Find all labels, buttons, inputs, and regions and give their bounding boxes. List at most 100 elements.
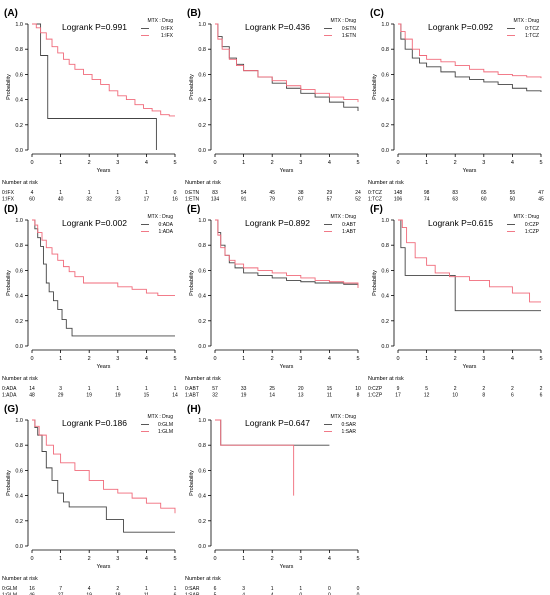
panel-label: (F) — [370, 204, 383, 215]
y-tick-label: 0.4 — [15, 494, 23, 500]
x-tick-label: 0 — [213, 356, 216, 362]
y-axis-label: Probability — [189, 74, 195, 100]
y-tick-label: 0.2 — [198, 319, 206, 325]
risk-table-title: Number at risk — [185, 376, 221, 382]
x-tick-label: 3 — [482, 160, 485, 166]
risk-table-title: Number at risk — [368, 376, 404, 382]
risk-value: 10 — [355, 386, 361, 392]
y-axis-label: Probability — [6, 470, 12, 496]
x-tick-label: 5 — [356, 160, 359, 166]
risk-value: 6 — [174, 593, 177, 595]
risk-value: 148 — [394, 190, 403, 196]
legend-entry: 1:IFX — [161, 33, 174, 39]
x-axis-label: Years — [463, 168, 477, 174]
y-tick-label: 0.6 — [198, 268, 206, 274]
y-tick-label: 0.6 — [381, 72, 389, 78]
chart-title: Logrank P=0.892 — [245, 218, 310, 228]
y-tick-label: 0.8 — [15, 243, 23, 249]
risk-value: 25 — [269, 386, 275, 392]
y-tick-label: 0.6 — [198, 468, 206, 474]
legend-title: MTX : Drug — [330, 414, 356, 420]
y-tick-label: 0.2 — [15, 123, 23, 129]
risk-value: 57 — [327, 197, 333, 203]
y-tick-label: 0.4 — [381, 98, 389, 104]
y-tick-label: 0.0 — [15, 544, 23, 550]
risk-value: 91 — [241, 197, 247, 203]
risk-value: 9 — [397, 386, 400, 392]
risk-value: 32 — [86, 197, 92, 203]
km-curve-0-etn — [215, 23, 359, 111]
x-tick-label: 2 — [271, 556, 274, 562]
risk-value: 79 — [269, 197, 275, 203]
y-tick-label: 0.8 — [15, 443, 23, 449]
km-curve-1-sar — [215, 419, 295, 496]
y-tick-label: 1.0 — [381, 22, 389, 28]
risk-value: 1 — [59, 190, 62, 196]
x-axis-label: Years — [97, 364, 111, 370]
chart-title: Logrank P=0.615 — [428, 218, 493, 228]
legend-entry: 1:ADA — [159, 229, 174, 235]
risk-value: 1 — [88, 386, 91, 392]
y-axis-label: Probability — [372, 74, 378, 100]
legend-entry: 1:ABT — [342, 229, 356, 235]
risk-value: 74 — [424, 197, 430, 203]
x-tick-label: 1 — [242, 556, 245, 562]
risk-value: 29 — [58, 393, 64, 399]
y-tick-label: 0.2 — [15, 519, 23, 525]
x-tick-label: 2 — [88, 356, 91, 362]
risk-value: 13 — [298, 393, 304, 399]
risk-table-title: Number at risk — [368, 180, 404, 186]
risk-value: 3 — [59, 386, 62, 392]
risk-value: 1 — [174, 586, 177, 592]
risk-value: 83 — [452, 190, 458, 196]
y-axis-label: Probability — [6, 270, 12, 296]
risk-value: 1 — [145, 586, 148, 592]
y-tick-label: 0.8 — [198, 443, 206, 449]
x-tick-label: 3 — [116, 160, 119, 166]
y-tick-label: 0.2 — [15, 319, 23, 325]
km-curve-1-etn — [215, 23, 359, 103]
km-curve-1-abt — [215, 219, 359, 289]
risk-value: 2 — [454, 386, 457, 392]
panel-label: (E) — [187, 204, 200, 215]
x-tick-label: 2 — [454, 160, 457, 166]
y-tick-label: 0.0 — [198, 544, 206, 550]
y-tick-label: 1.0 — [198, 418, 206, 424]
legend-title: MTX : Drug — [147, 214, 173, 220]
risk-table-title: Number at risk — [2, 576, 38, 582]
risk-value: 1 — [145, 190, 148, 196]
km-panel-8: (H)0.00.20.40.60.81.00 1 2 3 4 5YearsProbabil… — [185, 404, 360, 595]
risk-row-label: 0:ADA — [2, 386, 17, 392]
y-tick-label: 0.6 — [381, 268, 389, 274]
x-tick-label: 1 — [242, 356, 245, 362]
x-tick-label: 5 — [356, 356, 359, 362]
risk-row-label: 1:ETN — [185, 197, 200, 203]
risk-value: 17 — [144, 197, 150, 203]
legend-entry: 1:SAR — [342, 429, 357, 435]
risk-row-label: 1:ADA — [2, 393, 17, 399]
risk-value: 19 — [86, 393, 92, 399]
legend-entry: 0:ABT — [342, 222, 356, 228]
x-tick-label: 5 — [539, 356, 542, 362]
risk-value: 5 — [214, 593, 217, 595]
risk-value: 0 — [328, 586, 331, 592]
legend-title: MTX : Drug — [147, 414, 173, 420]
x-tick-label: 2 — [271, 160, 274, 166]
risk-value: 16 — [29, 586, 35, 592]
y-tick-label: 0.0 — [198, 148, 206, 154]
risk-value: 16 — [172, 197, 178, 203]
risk-row-label: 0:SAR — [185, 586, 200, 592]
risk-value: 38 — [298, 190, 304, 196]
chart-title: Logrank P=0.092 — [428, 22, 493, 32]
risk-row-label: 0:TCZ — [368, 190, 382, 196]
x-tick-label: 4 — [511, 160, 514, 166]
y-tick-label: 0.6 — [15, 468, 23, 474]
risk-value: 17 — [395, 393, 401, 399]
y-tick-label: 1.0 — [15, 218, 23, 224]
panel-label: (G) — [4, 404, 18, 415]
x-tick-label: 0 — [213, 556, 216, 562]
y-tick-label: 0.4 — [15, 294, 23, 300]
x-tick-label: 3 — [116, 356, 119, 362]
chart-title: Logrank P=0.002 — [62, 218, 127, 228]
risk-value: 52 — [355, 197, 361, 203]
